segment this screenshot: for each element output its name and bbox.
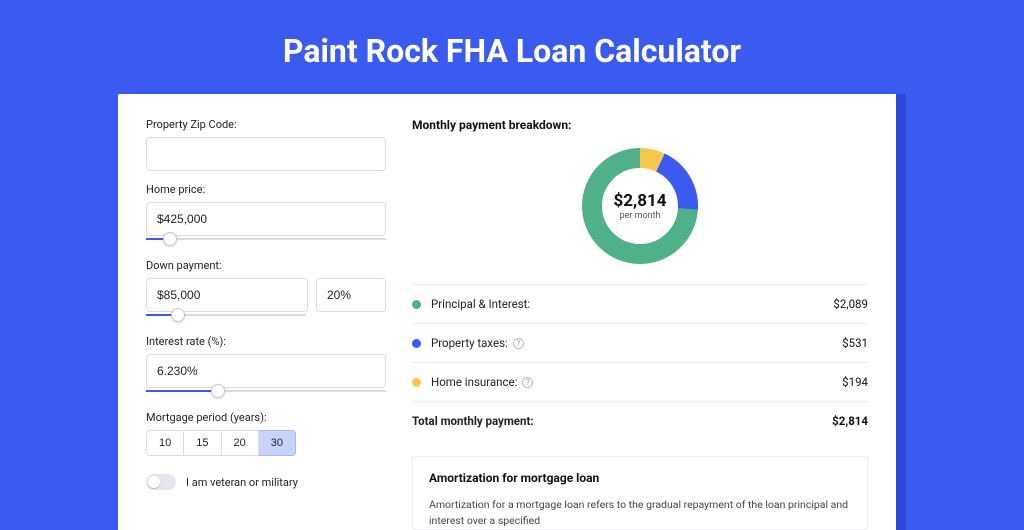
zip-label: Property Zip Code: bbox=[146, 118, 386, 131]
form-column: Property Zip Code: Home price: Down paym… bbox=[146, 118, 386, 530]
period-label: Mortgage period (years): bbox=[146, 411, 386, 424]
period-btn-30[interactable]: 30 bbox=[259, 430, 296, 456]
total-value: $2,814 bbox=[832, 414, 868, 428]
period-btn-20[interactable]: 20 bbox=[222, 430, 259, 456]
legend-dot-icon bbox=[412, 300, 421, 309]
total-label: Total monthly payment: bbox=[412, 414, 534, 428]
period-field: Mortgage period (years): 10152030 bbox=[146, 411, 386, 456]
breakdown-column: Monthly payment breakdown: $2,814 per mo… bbox=[412, 118, 868, 530]
down-amount-input[interactable] bbox=[146, 278, 308, 312]
period-btn-15[interactable]: 15 bbox=[184, 430, 221, 456]
veteran-row: I am veteran or military bbox=[146, 474, 386, 490]
legend-dot-icon bbox=[412, 378, 421, 387]
zip-input[interactable] bbox=[146, 137, 386, 171]
rate-field: Interest rate (%): bbox=[146, 335, 386, 399]
breakdown-label: Home insurance: bbox=[431, 375, 517, 389]
home-price-slider[interactable] bbox=[146, 235, 386, 247]
breakdown-value: $2,089 bbox=[833, 297, 868, 311]
rate-input[interactable] bbox=[146, 354, 386, 388]
zip-field: Property Zip Code: bbox=[146, 118, 386, 171]
down-payment-label: Down payment: bbox=[146, 259, 386, 272]
amortization-box: Amortization for mortgage loan Amortizat… bbox=[412, 456, 868, 530]
breakdown-value: $194 bbox=[842, 375, 868, 389]
breakdown-row: Principal & Interest: $2,089 bbox=[412, 285, 868, 323]
down-payment-field: Down payment: bbox=[146, 259, 386, 323]
down-payment-slider[interactable] bbox=[146, 311, 306, 323]
veteran-toggle[interactable] bbox=[146, 474, 176, 490]
home-price-label: Home price: bbox=[146, 183, 386, 196]
breakdown-label: Principal & Interest: bbox=[431, 297, 530, 311]
amortization-heading: Amortization for mortgage loan bbox=[429, 471, 851, 485]
info-icon[interactable]: ? bbox=[513, 338, 524, 349]
page-title: Paint Rock FHA Loan Calculator bbox=[0, 0, 1024, 94]
donut-amount: $2,814 bbox=[614, 191, 667, 211]
rate-slider[interactable] bbox=[146, 387, 386, 399]
home-price-input[interactable] bbox=[146, 202, 386, 236]
donut-chart-wrap: $2,814 per month bbox=[412, 140, 868, 284]
period-btn-10[interactable]: 10 bbox=[146, 430, 184, 456]
home-price-field: Home price: bbox=[146, 183, 386, 247]
donut-chart: $2,814 per month bbox=[580, 146, 700, 266]
down-percent-input[interactable] bbox=[316, 278, 386, 312]
breakdown-row: Home insurance:? $194 bbox=[412, 363, 868, 401]
breakdown-row: Property taxes:? $531 bbox=[412, 324, 868, 362]
info-icon[interactable]: ? bbox=[522, 377, 533, 388]
veteran-label: I am veteran or military bbox=[186, 476, 298, 489]
amortization-text: Amortization for a mortgage loan refers … bbox=[429, 497, 851, 529]
breakdown-label: Property taxes: bbox=[431, 336, 508, 350]
total-row: Total monthly payment: $2,814 bbox=[412, 402, 868, 440]
breakdown-value: $531 bbox=[842, 336, 868, 350]
period-buttons: 10152030 bbox=[146, 430, 386, 456]
calculator-card: Property Zip Code: Home price: Down paym… bbox=[118, 94, 906, 530]
legend-dot-icon bbox=[412, 339, 421, 348]
donut-sub: per month bbox=[619, 211, 660, 221]
rate-label: Interest rate (%): bbox=[146, 335, 386, 348]
breakdown-heading: Monthly payment breakdown: bbox=[412, 118, 868, 132]
